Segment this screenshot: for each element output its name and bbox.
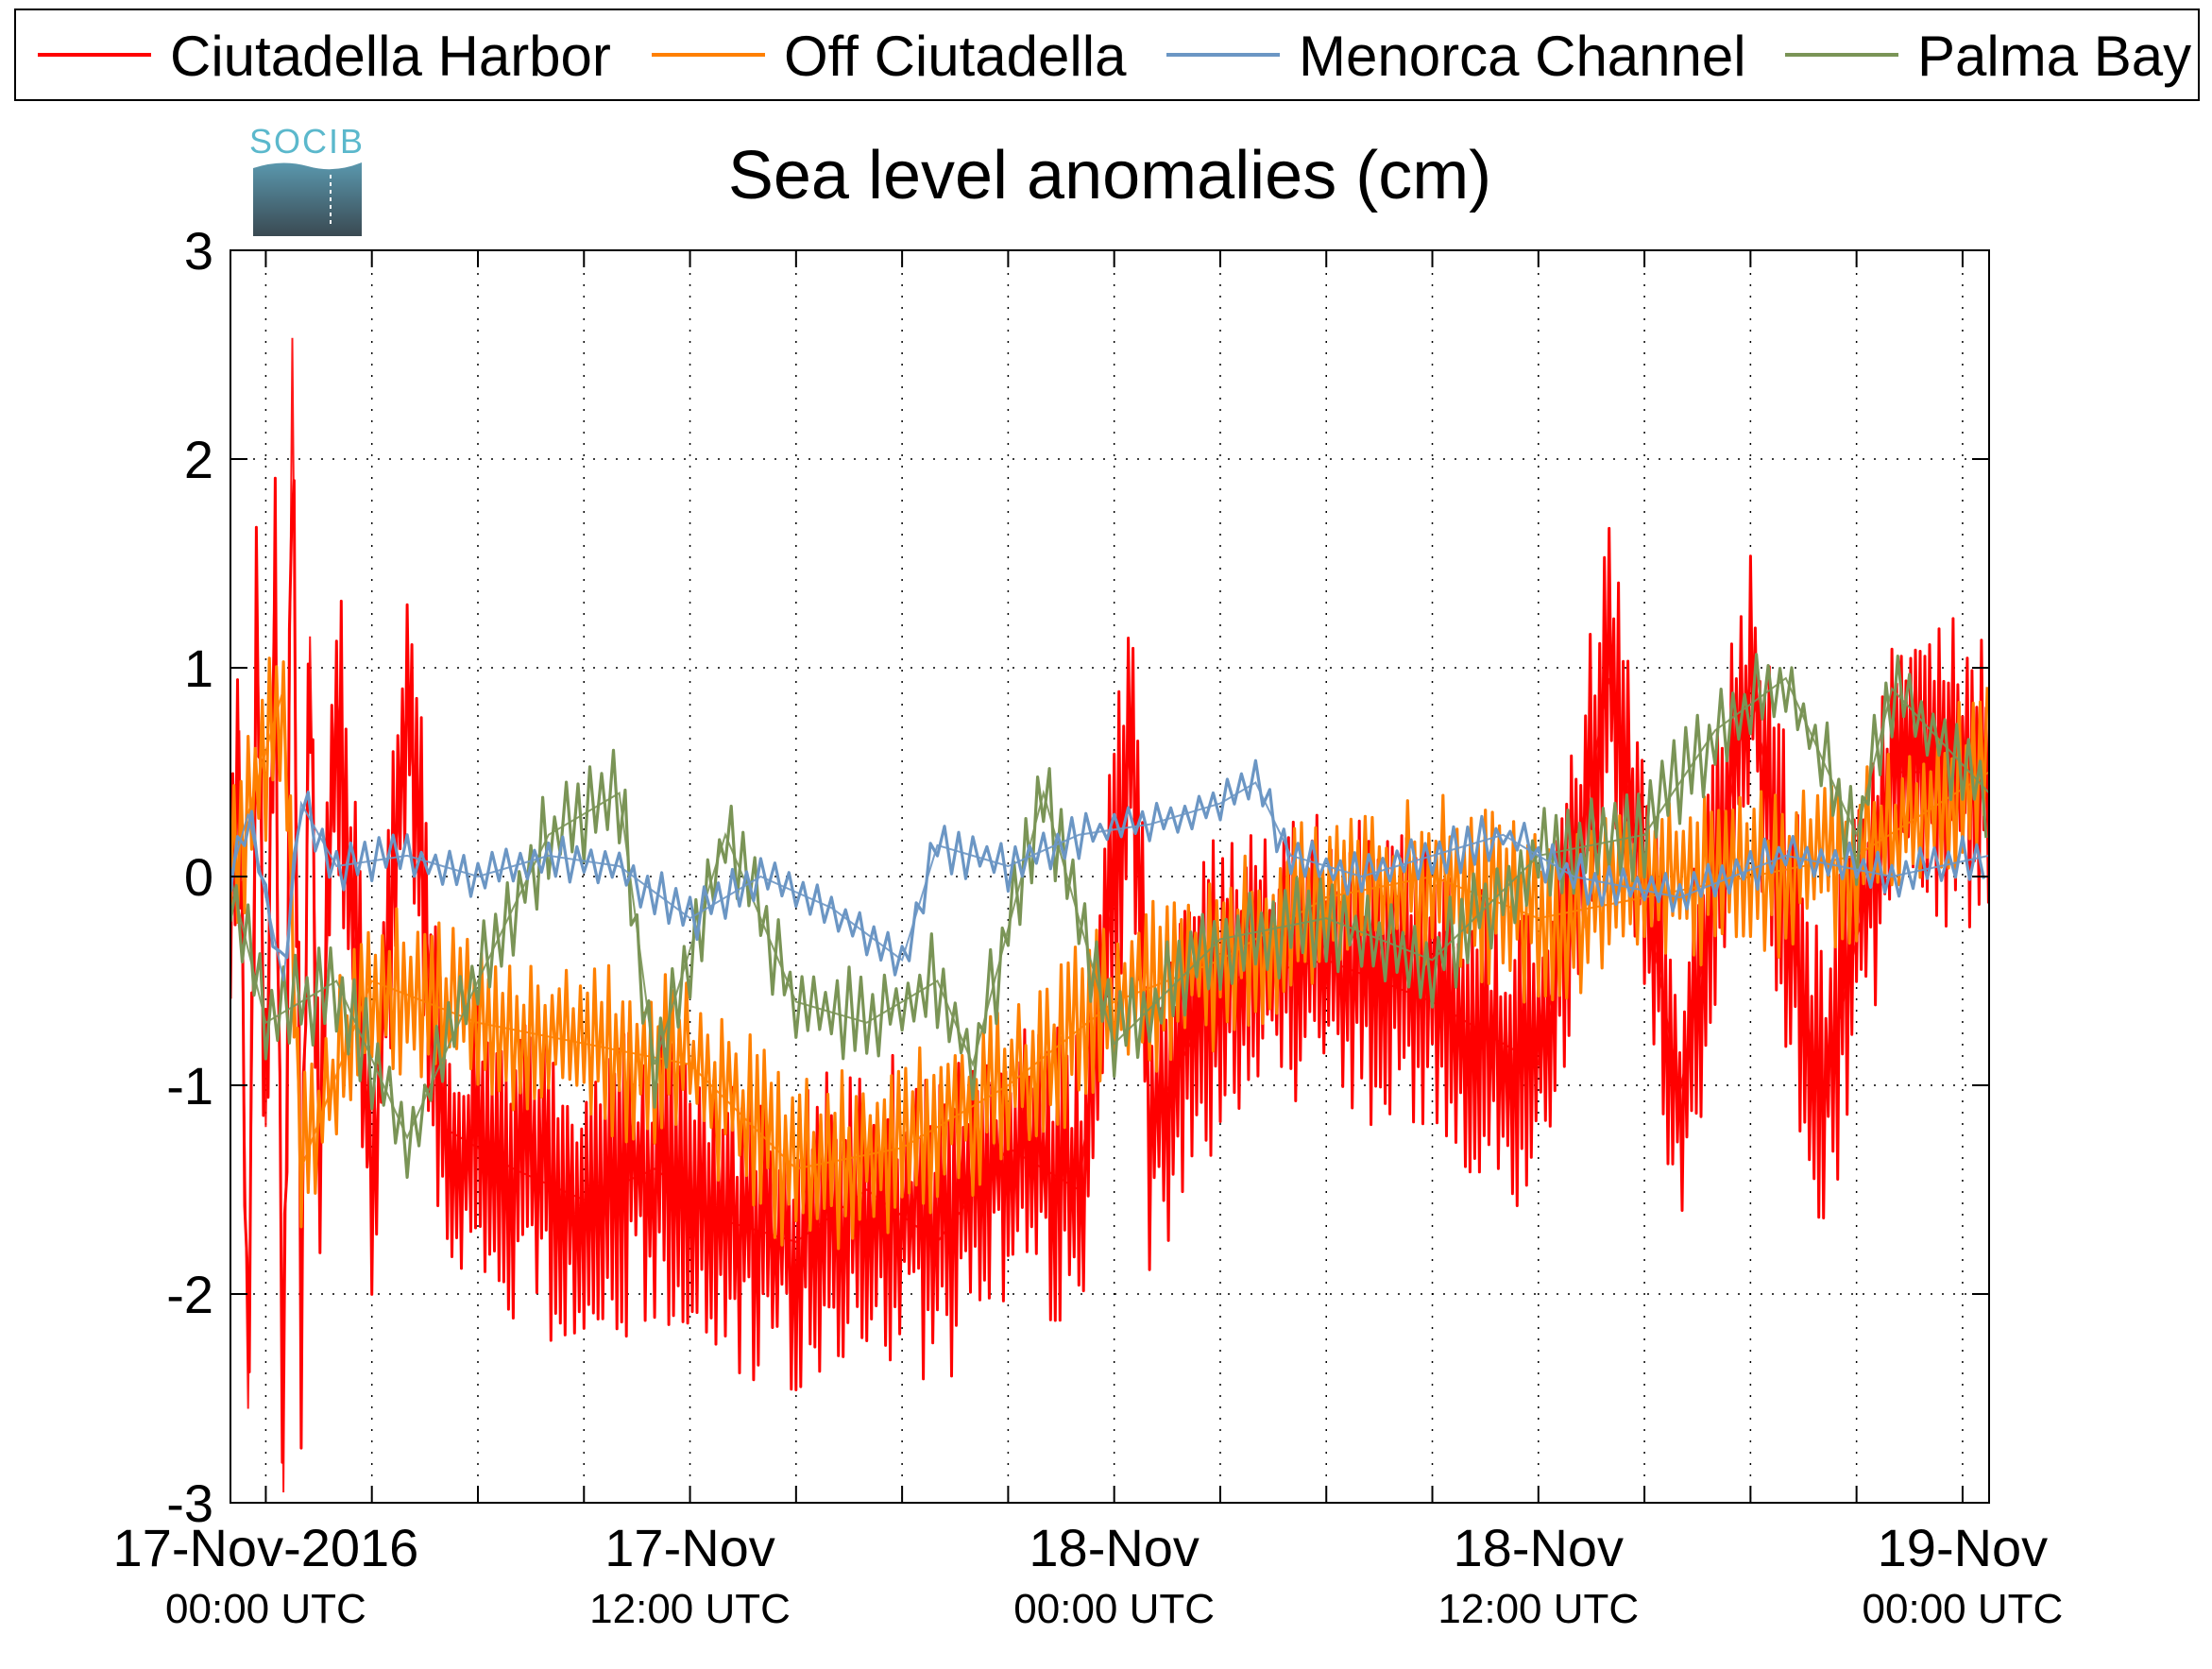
legend-label: Palma Bay	[1917, 25, 2191, 88]
legend-label: Menorca Channel	[1299, 25, 1746, 88]
x-tick-sublabel: 12:00 UTC	[589, 1586, 791, 1632]
y-tick-labels: -3 -2 -1 0 1 2 3	[166, 221, 213, 1533]
legend-label: Ciutadella Harbor	[170, 25, 611, 88]
y-tick-label: -2	[166, 1265, 213, 1324]
x-tick-label: 18-Nov	[1029, 1518, 1200, 1577]
y-tick-label: -3	[166, 1473, 213, 1533]
chart-title: Sea level anomalies (cm)	[728, 138, 1491, 213]
series-line	[230, 758, 1985, 977]
y-tick-label: 1	[184, 639, 213, 698]
x-tick-label: 18-Nov	[1454, 1518, 1625, 1577]
y-tick-label: -1	[166, 1056, 213, 1116]
y-tick-label: 3	[184, 221, 213, 281]
logo-wave	[253, 161, 362, 170]
socib-logo: SOCIB	[249, 122, 365, 236]
series-line	[230, 653, 1988, 1180]
legend: Ciutadella Harbor Off Ciutadella Menorca C…	[14, 9, 2200, 101]
x-tick-label: 17-Nov-2016	[113, 1518, 419, 1577]
legend-label: Off Ciutadella	[784, 25, 1127, 88]
x-tick-labels: 17-Nov-2016 00:00 UTC 17-Nov 12:00 UTC 18-No…	[113, 1518, 2064, 1632]
plot-frame	[230, 249, 1990, 1504]
x-tick-sublabel: 00:00 UTC	[1013, 1586, 1215, 1632]
series-envelope	[230, 676, 1989, 1140]
logo-text: SOCIB	[249, 122, 365, 161]
series-line	[230, 476, 1989, 1464]
series-lines	[230, 337, 1989, 1493]
x-tick-sublabel: 00:00 UTC	[1863, 1586, 2064, 1632]
series-envelope	[230, 337, 1989, 1493]
y-tick-label: 0	[184, 847, 213, 907]
x-tick-sublabel: 00:00 UTC	[165, 1586, 366, 1632]
series-envelope	[230, 781, 1989, 981]
plot-area: -3 -2 -1 0 1 2 3 17-Nov-2016 00:00 UTC 17-Nov 12:…	[113, 221, 2064, 1632]
x-tick-label: 17-Nov	[604, 1518, 775, 1577]
x-tick-label: 19-Nov	[1878, 1518, 2049, 1577]
x-tick-sublabel: 12:00 UTC	[1438, 1586, 1639, 1632]
y-tick-label: 2	[184, 430, 213, 489]
logo-wave-block	[253, 161, 362, 236]
